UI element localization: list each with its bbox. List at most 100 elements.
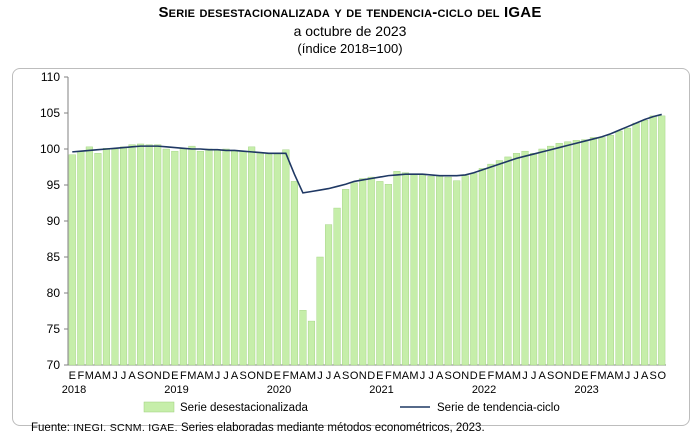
bar bbox=[632, 122, 640, 366]
bar bbox=[273, 153, 281, 366]
bar bbox=[589, 137, 597, 366]
x-month-label: A bbox=[504, 370, 512, 382]
x-month-label: J bbox=[420, 370, 426, 382]
y-tick-label: 105 bbox=[40, 106, 60, 120]
bar bbox=[231, 150, 239, 366]
y-tick-label: 110 bbox=[41, 70, 60, 84]
legend-bar-swatch bbox=[143, 401, 175, 413]
bar bbox=[530, 153, 538, 366]
bar bbox=[436, 175, 444, 366]
x-month-label: A bbox=[538, 370, 546, 382]
x-month-label: M bbox=[392, 370, 401, 382]
x-month-label: S bbox=[547, 370, 554, 382]
bar bbox=[453, 180, 461, 366]
x-month-label: A bbox=[299, 370, 307, 382]
source-footer: Fuente: INEGI. SCNM. IGAE. Series elabor… bbox=[31, 422, 485, 434]
x-month-label: E bbox=[171, 370, 178, 382]
bar bbox=[470, 173, 478, 366]
bar bbox=[77, 150, 85, 366]
x-month-label: A bbox=[94, 370, 102, 382]
x-month-label: D bbox=[162, 370, 170, 382]
bar bbox=[598, 137, 606, 366]
x-month-label: A bbox=[231, 370, 239, 382]
x-month-label: J bbox=[428, 370, 434, 382]
chart-title: Serie desestacionalizada y de tendencia-… bbox=[158, 4, 542, 21]
x-month-label: D bbox=[470, 370, 478, 382]
x-year-label: 2020 bbox=[267, 384, 291, 396]
bar bbox=[461, 175, 469, 366]
bar bbox=[171, 150, 179, 366]
bar bbox=[222, 148, 230, 366]
x-month-label: N bbox=[256, 370, 264, 382]
x-month-label: M bbox=[187, 370, 196, 382]
x-year-label: 2018 bbox=[62, 384, 86, 396]
y-tick-label: 70 bbox=[47, 358, 61, 372]
x-month-label: A bbox=[607, 370, 615, 382]
bar bbox=[401, 172, 409, 366]
x-month-label: A bbox=[641, 370, 649, 382]
bar bbox=[376, 181, 384, 366]
bar bbox=[504, 156, 512, 366]
source-org: INEGI. SCNM. IGAE. bbox=[73, 422, 178, 434]
bar bbox=[538, 148, 546, 366]
x-month-label: E bbox=[274, 370, 281, 382]
bar bbox=[410, 174, 418, 366]
x-month-label: J bbox=[223, 370, 229, 382]
bar bbox=[265, 153, 273, 366]
bar bbox=[102, 148, 110, 366]
bar bbox=[94, 153, 102, 366]
y-tick-label: 75 bbox=[47, 322, 61, 336]
bar bbox=[658, 115, 666, 366]
x-month-label: S bbox=[239, 370, 246, 382]
x-month-label: J bbox=[121, 370, 127, 382]
bar bbox=[68, 154, 76, 366]
bar bbox=[641, 119, 649, 366]
legend-line-label: Serie de tendencia-ciclo bbox=[437, 402, 560, 414]
x-month-label: E bbox=[479, 370, 486, 382]
x-month-label: J bbox=[522, 370, 528, 382]
x-month-label: F bbox=[385, 370, 392, 382]
bar bbox=[367, 176, 375, 366]
x-month-label: S bbox=[137, 370, 144, 382]
bar bbox=[290, 181, 298, 366]
x-month-label: E bbox=[581, 370, 588, 382]
bar bbox=[427, 176, 435, 366]
x-month-label: J bbox=[215, 370, 221, 382]
x-month-label: D bbox=[265, 370, 273, 382]
bar bbox=[564, 141, 572, 366]
x-year-label: 2022 bbox=[472, 384, 496, 396]
bar bbox=[179, 148, 187, 366]
source-text: Series elaboradas mediante métodos econo… bbox=[181, 422, 485, 434]
bar bbox=[119, 146, 128, 366]
source-label: Fuente: bbox=[31, 422, 70, 434]
y-tick-label: 80 bbox=[47, 286, 61, 300]
x-month-label: O bbox=[350, 370, 359, 382]
x-month-label: N bbox=[359, 370, 367, 382]
x-month-label: F bbox=[282, 370, 289, 382]
x-month-label: N bbox=[154, 370, 162, 382]
bar bbox=[606, 135, 615, 366]
bar bbox=[213, 149, 222, 366]
y-tick-label: 90 bbox=[47, 214, 61, 228]
bar bbox=[85, 146, 93, 366]
x-month-label: O bbox=[657, 370, 666, 382]
bar bbox=[512, 153, 521, 366]
x-month-label: J bbox=[531, 370, 537, 382]
x-month-label: J bbox=[625, 370, 631, 382]
bar bbox=[384, 184, 392, 366]
x-month-label: M bbox=[102, 370, 111, 382]
x-month-label: J bbox=[112, 370, 118, 382]
x-month-label: M bbox=[597, 370, 606, 382]
bar bbox=[418, 173, 427, 366]
x-month-label: D bbox=[572, 370, 580, 382]
bar bbox=[521, 150, 529, 366]
bar bbox=[307, 320, 316, 366]
bar bbox=[256, 152, 264, 366]
x-month-label: M bbox=[614, 370, 623, 382]
bar bbox=[342, 189, 350, 366]
x-month-label: M bbox=[512, 370, 521, 382]
y-tick-label: 95 bbox=[47, 178, 61, 192]
bar bbox=[615, 130, 623, 366]
